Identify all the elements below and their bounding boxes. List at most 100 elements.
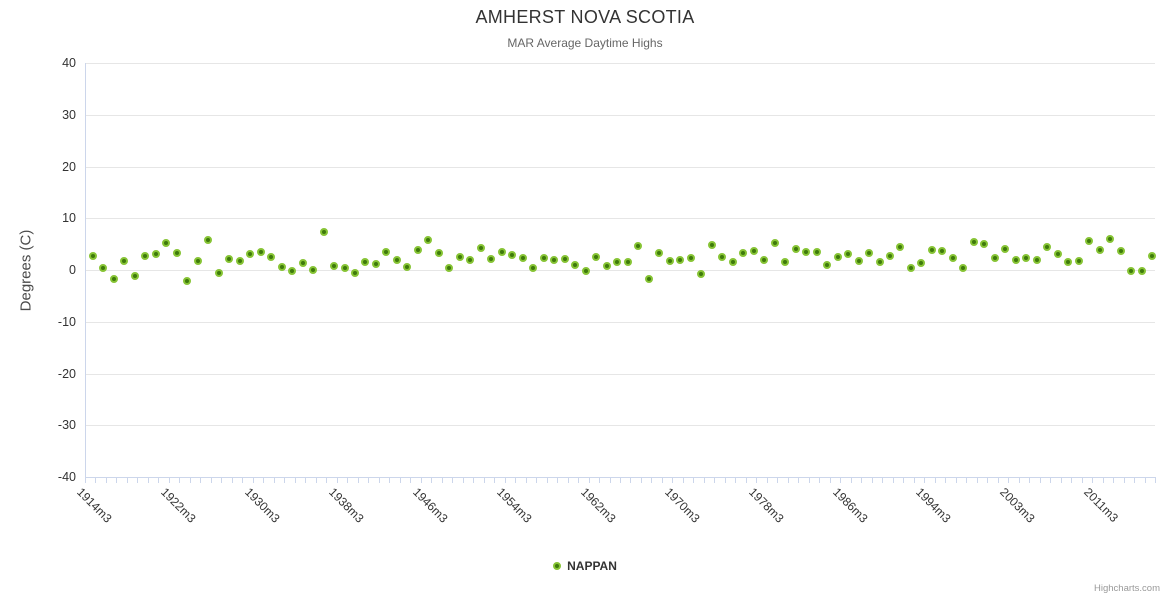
- data-point[interactable]: [267, 253, 275, 261]
- data-point[interactable]: [1043, 243, 1051, 251]
- data-point[interactable]: [1106, 235, 1114, 243]
- data-point[interactable]: [403, 263, 411, 271]
- data-point[interactable]: [697, 270, 705, 278]
- data-point[interactable]: [750, 247, 758, 255]
- data-point[interactable]: [414, 246, 422, 254]
- data-point[interactable]: [1138, 267, 1146, 275]
- data-point[interactable]: [341, 264, 349, 272]
- data-point[interactable]: [120, 257, 128, 265]
- data-point[interactable]: [99, 264, 107, 272]
- data-point[interactable]: [666, 257, 674, 265]
- data-point[interactable]: [236, 257, 244, 265]
- data-point[interactable]: [855, 257, 863, 265]
- data-point[interactable]: [1127, 267, 1135, 275]
- data-point[interactable]: [834, 253, 842, 261]
- data-point[interactable]: [299, 259, 307, 267]
- data-point[interactable]: [194, 257, 202, 265]
- data-point[interactable]: [802, 248, 810, 256]
- data-point[interactable]: [110, 275, 118, 283]
- data-point[interactable]: [876, 258, 884, 266]
- data-point[interactable]: [928, 246, 936, 254]
- data-point[interactable]: [613, 258, 621, 266]
- data-point[interactable]: [351, 269, 359, 277]
- data-point[interactable]: [1117, 247, 1125, 255]
- data-point[interactable]: [550, 256, 558, 264]
- data-point[interactable]: [718, 253, 726, 261]
- data-point[interactable]: [288, 267, 296, 275]
- data-point[interactable]: [792, 245, 800, 253]
- data-point[interactable]: [173, 249, 181, 257]
- data-point[interactable]: [813, 248, 821, 256]
- data-point[interactable]: [246, 250, 254, 258]
- data-point[interactable]: [183, 277, 191, 285]
- data-point[interactable]: [477, 244, 485, 252]
- data-point[interactable]: [445, 264, 453, 272]
- data-point[interactable]: [959, 264, 967, 272]
- data-point[interactable]: [1148, 252, 1156, 260]
- data-point[interactable]: [487, 255, 495, 263]
- data-point[interactable]: [456, 253, 464, 261]
- data-point[interactable]: [634, 242, 642, 250]
- data-point[interactable]: [561, 255, 569, 263]
- data-point[interactable]: [687, 254, 695, 262]
- data-point[interactable]: [320, 228, 328, 236]
- data-point[interactable]: [823, 261, 831, 269]
- data-point[interactable]: [949, 254, 957, 262]
- data-point[interactable]: [225, 255, 233, 263]
- data-point[interactable]: [938, 247, 946, 255]
- data-point[interactable]: [1085, 237, 1093, 245]
- data-point[interactable]: [1022, 254, 1030, 262]
- data-point[interactable]: [592, 253, 600, 261]
- data-point[interactable]: [603, 262, 611, 270]
- data-point[interactable]: [739, 249, 747, 257]
- data-point[interactable]: [917, 259, 925, 267]
- data-point[interactable]: [781, 258, 789, 266]
- data-point[interactable]: [708, 241, 716, 249]
- data-point[interactable]: [204, 236, 212, 244]
- data-point[interactable]: [162, 239, 170, 247]
- data-point[interactable]: [372, 260, 380, 268]
- data-point[interactable]: [907, 264, 915, 272]
- data-point[interactable]: [676, 256, 684, 264]
- data-point[interactable]: [771, 239, 779, 247]
- data-point[interactable]: [141, 252, 149, 260]
- data-point[interactable]: [1054, 250, 1062, 258]
- data-point[interactable]: [257, 248, 265, 256]
- data-point[interactable]: [1075, 257, 1083, 265]
- data-point[interactable]: [1001, 245, 1009, 253]
- data-point[interactable]: [519, 254, 527, 262]
- data-point[interactable]: [844, 250, 852, 258]
- data-point[interactable]: [131, 272, 139, 280]
- data-point[interactable]: [508, 251, 516, 259]
- data-point[interactable]: [1012, 256, 1020, 264]
- data-point[interactable]: [1096, 246, 1104, 254]
- data-point[interactable]: [1064, 258, 1072, 266]
- data-point[interactable]: [424, 236, 432, 244]
- data-point[interactable]: [89, 252, 97, 260]
- data-point[interactable]: [886, 252, 894, 260]
- data-point[interactable]: [393, 256, 401, 264]
- data-point[interactable]: [1033, 256, 1041, 264]
- data-point[interactable]: [624, 258, 632, 266]
- data-point[interactable]: [571, 261, 579, 269]
- data-point[interactable]: [896, 243, 904, 251]
- legend[interactable]: NAPPAN: [0, 559, 1170, 573]
- data-point[interactable]: [152, 250, 160, 258]
- data-point[interactable]: [865, 249, 873, 257]
- data-point[interactable]: [382, 248, 390, 256]
- data-point[interactable]: [361, 258, 369, 266]
- data-point[interactable]: [729, 258, 737, 266]
- data-point[interactable]: [991, 254, 999, 262]
- data-point[interactable]: [278, 263, 286, 271]
- data-point[interactable]: [970, 238, 978, 246]
- data-point[interactable]: [215, 269, 223, 277]
- data-point[interactable]: [540, 254, 548, 262]
- credits-link[interactable]: Highcharts.com: [1094, 583, 1160, 594]
- data-point[interactable]: [655, 249, 663, 257]
- data-point[interactable]: [435, 249, 443, 257]
- data-point[interactable]: [498, 248, 506, 256]
- data-point[interactable]: [760, 256, 768, 264]
- data-point[interactable]: [980, 240, 988, 248]
- data-point[interactable]: [645, 275, 653, 283]
- data-point[interactable]: [330, 262, 338, 270]
